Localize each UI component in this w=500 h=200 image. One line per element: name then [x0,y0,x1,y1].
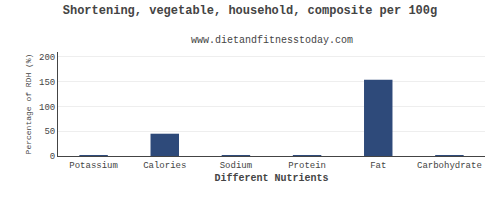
svg-text:200: 200 [39,53,55,63]
svg-text:Shortening, vegetable, househo: Shortening, vegetable, household, compos… [63,4,437,18]
svg-text:www.dietandfitnesstoday.com: www.dietandfitnesstoday.com [191,35,353,46]
svg-text:0: 0 [50,152,55,162]
svg-text:Sodium: Sodium [220,161,252,171]
svg-text:Percentage of RDH (%): Percentage of RDH (%) [24,54,33,155]
svg-text:100: 100 [39,103,55,113]
svg-text:Different Nutrients: Different Nutrients [214,173,328,184]
svg-text:Calories: Calories [143,161,186,171]
svg-text:150: 150 [39,78,55,88]
svg-text:Carbohydrate: Carbohydrate [417,161,482,171]
svg-text:Fat: Fat [370,161,386,171]
svg-text:Potassium: Potassium [69,161,118,171]
svg-text:50: 50 [44,127,55,137]
svg-text:Protein: Protein [288,161,326,171]
